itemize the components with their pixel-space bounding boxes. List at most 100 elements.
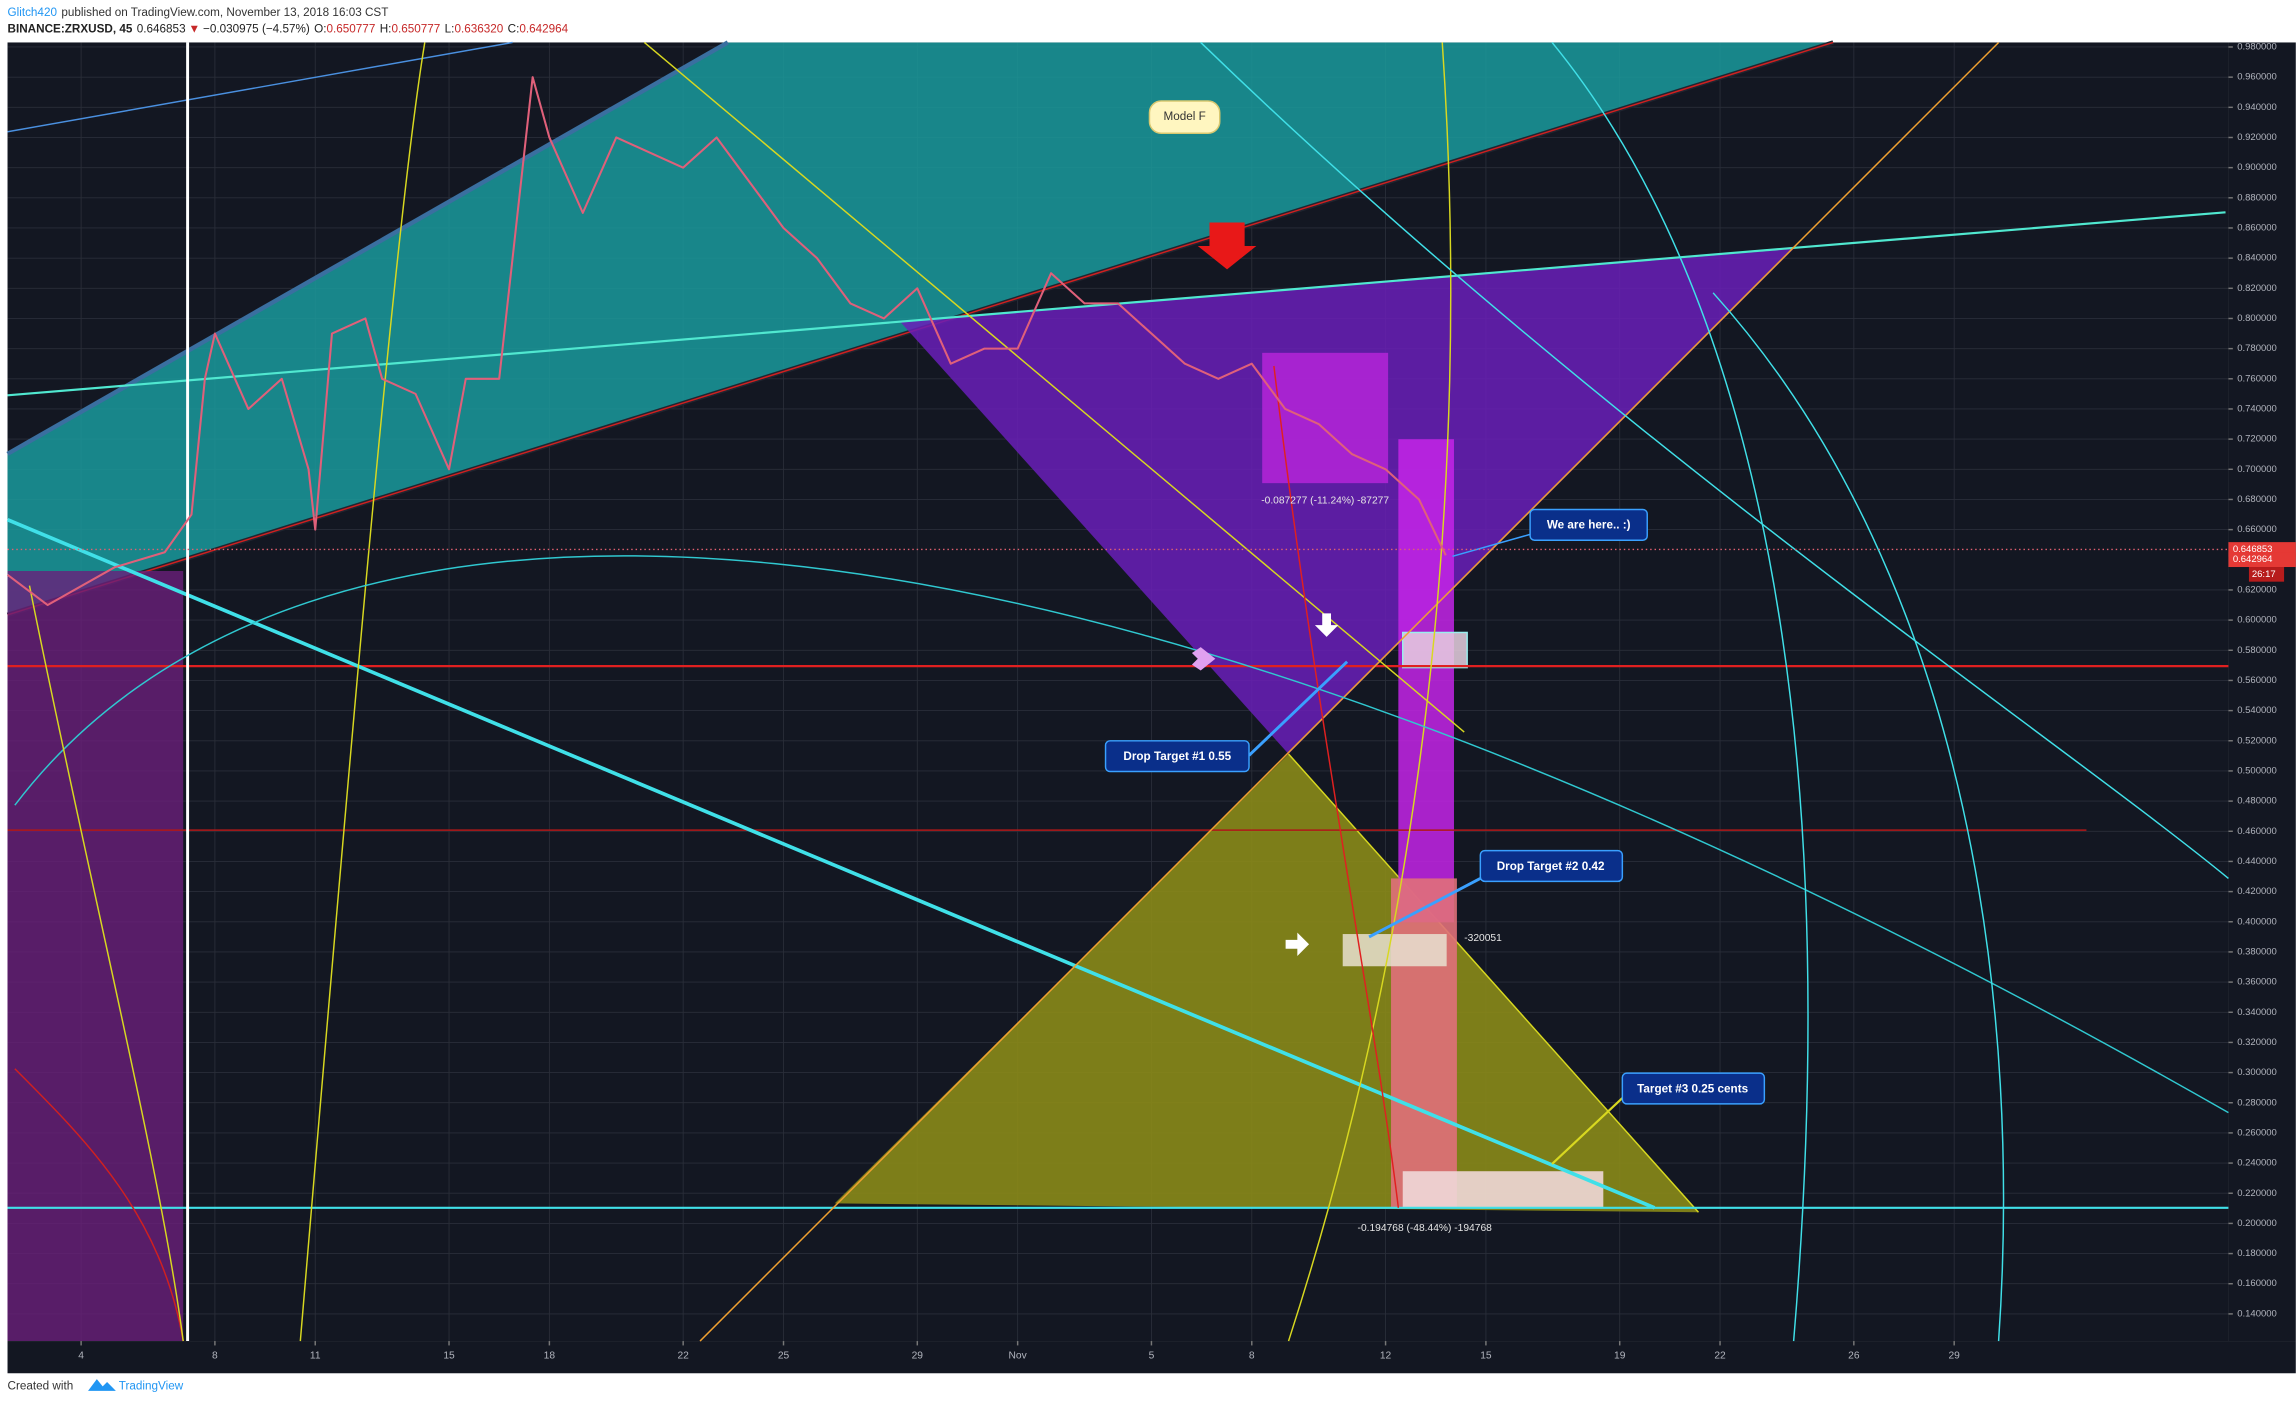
low-label: L: — [445, 22, 455, 35]
arc — [28, 585, 184, 1342]
callout — [1479, 849, 1624, 883]
author: Glitch420 — [8, 6, 58, 19]
annotation: Model F — [1163, 110, 1205, 123]
x-tick-label: 18 — [544, 1350, 556, 1361]
y-tick-label: 0.720000 — [2237, 434, 2277, 445]
time-axis-background — [7, 1341, 2296, 1374]
y-tick-label: 0.200000 — [2237, 1218, 2277, 1229]
measure-label: -320051 — [1464, 933, 1502, 944]
last: 0.646853 — [137, 22, 186, 35]
header-line: Glitch420 published on TradingView.com, N… — [8, 6, 389, 19]
arc — [1273, 365, 1400, 1208]
pointer — [1368, 877, 1482, 939]
y-tick-label: 0.220000 — [2237, 1188, 2277, 1199]
x-tick-label: 4 — [78, 1350, 84, 1361]
y-tick-label: 0.560000 — [2237, 675, 2277, 686]
y-tick-label: 0.240000 — [2237, 1158, 2277, 1169]
purple-triangle — [900, 248, 1794, 754]
arrow: ▼ — [189, 22, 201, 35]
trend-line — [699, 41, 2000, 1342]
x-tick-label: 5 — [1149, 1350, 1155, 1361]
y-tick-label: 0.180000 — [2237, 1248, 2277, 1259]
callout — [1621, 1072, 1766, 1105]
x-tick-label: 29 — [1948, 1350, 1960, 1361]
footer-brand[interactable]: TradingView — [119, 1380, 184, 1393]
x-tick-label: 22 — [1714, 1350, 1726, 1361]
y-tick-label: 0.880000 — [2237, 192, 2277, 203]
x-tick-label: 19 — [1614, 1350, 1626, 1361]
target-box — [1402, 1171, 1604, 1208]
purple-zone — [7, 570, 184, 1342]
y-tick-label: 0.600000 — [2237, 615, 2277, 626]
close-label: C: — [508, 22, 520, 35]
y-tick-label: 0.700000 — [2237, 464, 2277, 475]
y-tick-label: 0.460000 — [2237, 826, 2277, 837]
white-arrow — [1285, 932, 1310, 957]
x-tick-label: 25 — [778, 1350, 790, 1361]
symbol: BINANCE:ZRXUSD, 45 — [8, 22, 133, 35]
y-tick-label: 0.900000 — [2237, 162, 2277, 173]
arc — [14, 1068, 184, 1342]
y-tick-label: 0.760000 — [2237, 373, 2277, 384]
annotations: Model F We are here.. :) Drop Target #1 … — [1104, 100, 1766, 1234]
y-tick-label: 0.820000 — [2237, 283, 2277, 294]
y-tick-label: 0.960000 — [2237, 72, 2277, 83]
price-label: 0.642964 — [2233, 554, 2273, 565]
price-box — [2228, 552, 2296, 568]
trend-line — [6, 518, 1656, 1210]
x-tick-label: 29 — [912, 1350, 924, 1361]
x-tick-label: 15 — [1480, 1350, 1492, 1361]
footer-created: Created with — [8, 1380, 74, 1393]
arc — [299, 42, 426, 1342]
arc — [1551, 41, 1809, 1342]
y-tick-label: 0.340000 — [2237, 1007, 2277, 1018]
callout — [1529, 508, 1648, 541]
price-axis-background — [2228, 42, 2296, 1342]
open-label: O: — [314, 22, 326, 35]
annotation: Drop Target #2 0.42 — [1497, 860, 1605, 873]
y-tick-label: 0.480000 — [2237, 796, 2277, 807]
y-tick-label: 0.940000 — [2237, 102, 2277, 113]
annotation: Target #3 0.25 cents — [1637, 1082, 1749, 1095]
y-tick-label: 0.520000 — [2237, 735, 2277, 746]
change: −0.030975 (−4.57%) — [203, 22, 310, 35]
arc — [14, 555, 2229, 1114]
arc — [1287, 42, 1452, 1342]
pink-arrow — [1191, 647, 1216, 671]
x-tick-label: 15 — [443, 1350, 455, 1361]
price-label: 0.646853 — [2233, 544, 2273, 555]
measure-label: -0.087277 (-11.24%) -87277 — [1261, 495, 1389, 506]
symbol-line: BINANCE:ZRXUSD, 45 0.646853 ▼ −0.030975 (−4… — [8, 22, 569, 35]
y-tick-label: 0.400000 — [2237, 916, 2277, 927]
y-tick-label: 0.260000 — [2237, 1127, 2277, 1138]
y-tick-label: 0.780000 — [2237, 343, 2277, 354]
trend-line — [7, 41, 513, 133]
y-tick-label: 0.140000 — [2237, 1308, 2277, 1319]
callout — [1104, 740, 1250, 773]
series-layer — [6, 76, 2229, 607]
y-tick-label: 0.680000 — [2237, 494, 2277, 505]
y-tick-label: 0.320000 — [2237, 1037, 2277, 1048]
countdown-box — [2248, 567, 2285, 582]
y-tick-label: 0.380000 — [2237, 946, 2277, 957]
x-tick-label: 8 — [1249, 1350, 1255, 1361]
red-arrow — [1197, 222, 1257, 270]
y-tick-label: 0.660000 — [2237, 524, 2277, 535]
y-tick-label: 0.420000 — [2237, 886, 2277, 897]
x-tick-label: 22 — [677, 1350, 689, 1361]
open: 0.650777 — [327, 22, 376, 35]
axes: 0.980000 0.960000 0.940000 0.920000 0.900000… — [78, 41, 2296, 1361]
measure-label: -0.194768 (-48.44%) -194768 — [1358, 1223, 1493, 1234]
y-tick-label: 0.800000 — [2237, 313, 2277, 324]
measure-box — [1262, 352, 1389, 484]
low: 0.636320 — [454, 22, 503, 35]
x-tick-label: Nov — [1009, 1350, 1028, 1361]
bubble — [1148, 100, 1221, 134]
published: published on TradingView.com, November 1… — [61, 6, 388, 19]
target-box — [1402, 631, 1468, 669]
logo — [88, 1379, 116, 1391]
y-tick-label: 0.500000 — [2237, 765, 2277, 776]
y-tick-label: 0.540000 — [2237, 705, 2277, 716]
